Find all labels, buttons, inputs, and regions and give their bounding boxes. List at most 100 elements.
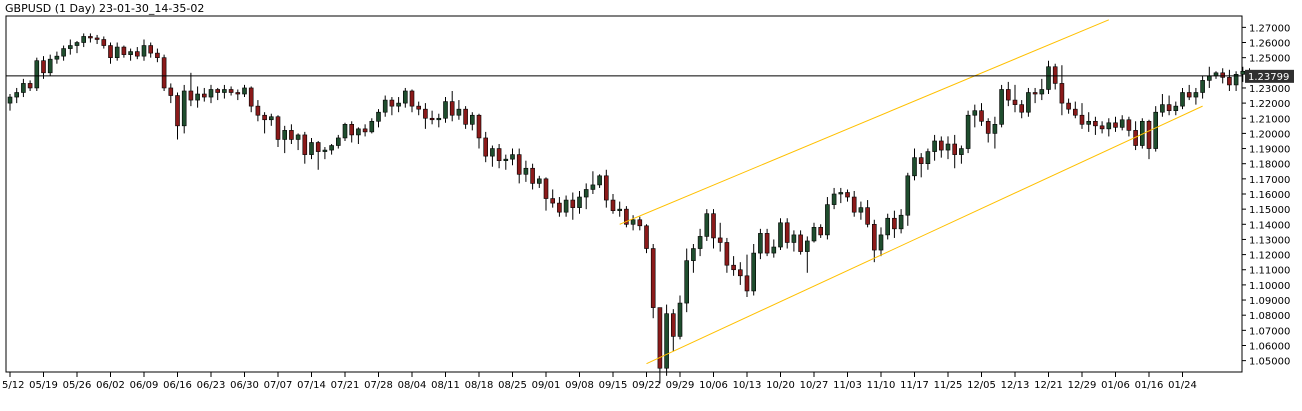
y-tick-label: 1.18000	[1249, 160, 1290, 171]
candle	[825, 197, 830, 240]
candle	[543, 177, 549, 211]
candle-body-up	[335, 137, 341, 146]
candle-body-up	[382, 99, 388, 113]
y-tick-label: 1.11000	[1249, 266, 1290, 277]
candle-body-up	[114, 46, 120, 58]
candle-body-up	[34, 60, 40, 89]
candle	[912, 148, 917, 181]
candle-body-down	[530, 167, 535, 184]
candle	[1066, 98, 1071, 114]
candle	[657, 307, 663, 384]
candle-body-down	[1227, 77, 1232, 86]
candle-body-down	[235, 92, 241, 95]
candle-body-down	[610, 199, 616, 211]
candle	[858, 201, 864, 220]
y-tick-label: 1.20000	[1249, 129, 1290, 140]
candle-body-up	[402, 90, 408, 104]
candle	[248, 86, 254, 113]
candle-body-up	[469, 114, 475, 125]
candle-body-down	[657, 307, 663, 369]
y-tick-label: 1.27000	[1249, 23, 1290, 34]
candle-body-up	[597, 175, 602, 186]
candle-body-down	[892, 217, 897, 230]
candle-body-up	[704, 213, 710, 237]
candle-body-up	[992, 124, 998, 134]
candle	[27, 80, 33, 91]
candle	[1200, 75, 1205, 99]
candle-body-down	[275, 116, 281, 140]
candle-body-down	[985, 120, 991, 134]
candle	[811, 222, 817, 243]
candle	[155, 48, 160, 63]
candle-body-down	[1032, 92, 1038, 95]
candle	[1052, 63, 1058, 90]
candle-body-down	[952, 143, 958, 155]
candle	[1032, 87, 1038, 104]
candle	[409, 89, 415, 113]
x-tick-label: 05/26	[63, 380, 92, 391]
candle-body-up	[811, 227, 817, 242]
candle	[510, 148, 515, 166]
candle	[684, 248, 690, 313]
candle-body-down	[255, 105, 261, 116]
candle-body-down	[429, 117, 435, 121]
candle-body-up	[664, 313, 669, 369]
candle	[697, 228, 703, 257]
candle	[838, 187, 844, 204]
candle-body-down	[1066, 102, 1071, 110]
candle	[523, 160, 529, 182]
candle-body-down	[744, 275, 750, 292]
candle-body-down	[1005, 89, 1011, 101]
candle	[644, 224, 649, 254]
candle-body-down	[262, 114, 267, 121]
candle	[1233, 71, 1239, 91]
candle	[376, 109, 381, 128]
y-tick-label: 1.05000	[1249, 357, 1290, 368]
candle	[563, 195, 569, 217]
candle	[1119, 115, 1125, 131]
candle	[530, 163, 535, 190]
candle-body-up	[791, 234, 797, 243]
x-axis: 5/12 05/19 05/26 06/02 06/09 06/16 06/23 06/30 0…	[2, 372, 1197, 391]
candle-body-up	[242, 87, 247, 95]
x-tick-label: 08/18	[465, 380, 494, 391]
candle-body-up	[999, 89, 1004, 125]
candle-body-up	[912, 157, 917, 177]
candle	[41, 56, 46, 79]
candle	[47, 54, 53, 76]
candle-body-up	[322, 149, 328, 152]
candle	[845, 189, 850, 202]
candle	[242, 84, 247, 98]
x-tick-label: 07/14	[297, 380, 326, 391]
candle	[141, 39, 147, 61]
candle-body-up	[838, 192, 844, 195]
candle	[999, 84, 1004, 128]
candle	[791, 230, 797, 252]
candle	[1113, 116, 1118, 132]
candle	[389, 97, 395, 116]
candle-body-up	[1173, 105, 1179, 111]
candle	[570, 192, 576, 220]
candle-body-down	[1099, 125, 1105, 130]
trend-channel	[619, 19, 1203, 365]
candle-body-down	[1186, 92, 1192, 98]
candle-body-up	[369, 120, 375, 133]
candle-body-down	[27, 83, 33, 89]
candle-body-up	[510, 154, 515, 160]
candle-body-down	[315, 142, 321, 152]
candle	[135, 47, 140, 60]
candle	[490, 145, 495, 167]
candles-layer	[7, 33, 1259, 384]
candle	[778, 218, 783, 251]
candle	[1005, 81, 1011, 107]
candle	[302, 131, 308, 164]
candle	[898, 209, 904, 234]
x-tick-label: 10/27	[800, 380, 829, 391]
candle-body-down	[94, 37, 100, 40]
x-tick-label: 06/23	[197, 380, 226, 391]
candle-body-up	[965, 114, 971, 149]
candle	[965, 110, 971, 154]
y-tick-label: 1.26000	[1249, 39, 1290, 50]
x-tick-label: 07/28	[364, 380, 393, 391]
candle	[349, 121, 355, 143]
